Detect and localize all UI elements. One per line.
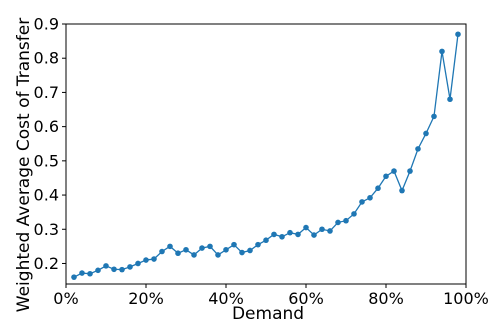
data-point — [351, 211, 357, 217]
data-point — [103, 263, 109, 269]
data-point — [279, 233, 285, 240]
data-point — [367, 194, 373, 201]
y-tick-label: 0.7 — [34, 83, 59, 102]
y-axis-label: Weighted Average Cost of Transfer — [14, 18, 34, 312]
data-point — [415, 146, 421, 152]
data-point — [263, 237, 269, 244]
y-tick-label: 0.4 — [34, 186, 59, 205]
data-point — [127, 264, 133, 270]
y-tick-label: 0.2 — [34, 254, 59, 273]
data-point — [207, 243, 213, 250]
y-tick-label: 0.5 — [34, 151, 59, 170]
data-point — [247, 247, 253, 254]
data-point — [431, 113, 437, 120]
x-axis-label: Demand — [232, 304, 304, 322]
data-point — [407, 168, 413, 174]
data-point — [143, 257, 149, 263]
data-point — [271, 231, 277, 238]
data-point — [255, 241, 261, 248]
x-tick-label: 20% — [128, 289, 164, 308]
data-point — [71, 274, 77, 280]
data-point — [423, 130, 429, 137]
data-point — [135, 260, 141, 267]
data-point — [447, 96, 453, 103]
data-point — [375, 185, 381, 192]
data-point — [287, 229, 293, 236]
x-tick-label: 60% — [288, 289, 324, 308]
data-point — [343, 217, 349, 224]
data-point — [391, 168, 397, 174]
y-tick-label: 0.8 — [34, 49, 59, 68]
data-point — [319, 226, 325, 233]
data-point — [167, 243, 173, 250]
data-point — [175, 250, 181, 257]
data-point — [327, 228, 333, 234]
y-tick-label: 0.6 — [34, 117, 59, 136]
data-point — [183, 246, 189, 253]
data-point — [87, 270, 93, 277]
data-point — [231, 241, 237, 248]
data-point — [191, 252, 197, 258]
data-point — [335, 219, 341, 226]
x-tick-label: 40% — [208, 289, 244, 308]
x-tick-label: 80% — [368, 289, 404, 308]
y-tick-label: 0.9 — [34, 15, 59, 34]
data-point — [439, 48, 445, 55]
data-point — [359, 199, 365, 205]
data-point — [239, 249, 245, 256]
y-tick-label: 0.3 — [34, 220, 59, 239]
plot-area — [71, 31, 461, 280]
x-tick-label: 0% — [53, 289, 78, 308]
data-point — [303, 224, 309, 231]
data-point — [151, 256, 157, 262]
data-point — [79, 270, 85, 276]
x-tick-label: 100% — [443, 289, 489, 308]
data-point — [199, 245, 205, 251]
axes: 0% 20% 40% 60% 80% 100% 0.2 0.3 0.4 0.5 0.6 0.7 0.8 0… — [34, 15, 489, 309]
data-point — [159, 248, 165, 255]
data-point — [223, 246, 229, 253]
data-point — [95, 267, 101, 274]
data-point — [119, 266, 125, 273]
data-point — [455, 31, 461, 38]
data-point — [295, 231, 301, 238]
data-point — [383, 173, 389, 180]
axes-frame — [65, 23, 467, 285]
data-point — [399, 187, 405, 194]
data-point — [215, 252, 221, 258]
data-point — [111, 266, 117, 273]
data-point — [311, 232, 317, 238]
